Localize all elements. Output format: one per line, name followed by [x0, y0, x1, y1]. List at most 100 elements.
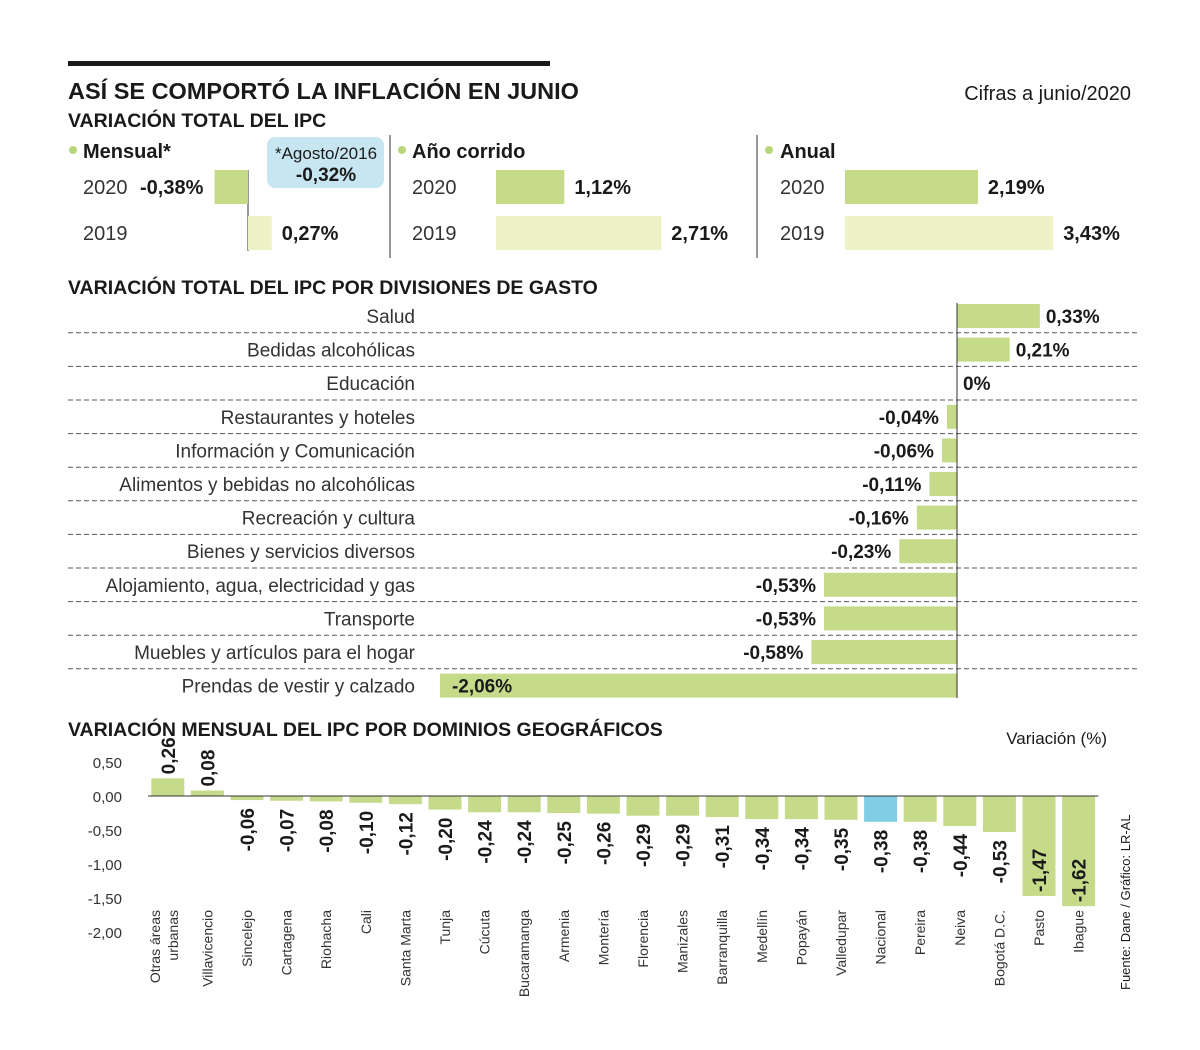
category-label: Recreación y cultura: [242, 509, 416, 530]
category-label: Bogotá D.C.: [991, 910, 1007, 986]
bar: [586, 796, 620, 814]
value-label: -0,10: [357, 811, 378, 854]
category-label: Barranquilla: [714, 910, 730, 985]
bar: [309, 796, 343, 802]
bar: [388, 796, 422, 805]
bar: [946, 404, 957, 429]
bar: [899, 539, 957, 564]
bar: [903, 796, 937, 822]
bar: [745, 796, 779, 820]
bar: [941, 438, 957, 463]
category-label: Alojamiento, agua, electricidad y gas: [106, 576, 415, 597]
category-label: Neiva: [952, 910, 968, 946]
y-tick-label: -1,50: [88, 891, 122, 908]
year-label: 2019: [83, 223, 128, 245]
category-label: Florencia: [635, 910, 651, 968]
bar: [957, 337, 1010, 362]
value-label: -0,31: [713, 825, 734, 869]
bullet-icon: [398, 146, 406, 154]
category-label: Alimentos y bebidas no alcohólicas: [119, 475, 415, 496]
category-label: Pasto: [1031, 910, 1047, 946]
mensual-label: Mensual*: [83, 141, 171, 163]
value-label: -0,06: [238, 808, 259, 851]
value-label: -0,35: [832, 827, 853, 871]
year-label: 2020: [83, 177, 128, 199]
value-label: -0,16%: [849, 509, 909, 530]
source-note: Fuente: Dane / Gráfico: LR-AL: [1118, 814, 1133, 990]
bar: [190, 790, 224, 796]
category-label: Salud: [366, 307, 415, 328]
bar: [823, 572, 957, 597]
anual-label: Anual: [780, 141, 836, 163]
value-label: -0,38: [872, 830, 893, 873]
category-label: urbanas: [165, 910, 181, 961]
value-label: 3,43%: [1063, 223, 1120, 245]
bar-anual-2019: [845, 216, 1054, 250]
category-label: Educación: [326, 374, 415, 395]
bar: [626, 796, 660, 816]
ano-corrido-label: Año corrido: [412, 141, 525, 163]
value-label: -0,04%: [879, 408, 939, 429]
callout-label: *Agosto/2016: [275, 144, 377, 163]
bar-ano_corrido-2019: [496, 216, 662, 250]
category-label: Restaurantes y hoteles: [221, 408, 415, 429]
category-label: Bedidas alcohólicas: [247, 341, 415, 362]
value-label: -2,06%: [452, 677, 512, 698]
category-label: Riohacha: [318, 910, 334, 969]
value-label: -0,12: [396, 812, 417, 855]
value-label: 0,27%: [282, 223, 339, 245]
value-label: -0,53: [990, 840, 1011, 883]
bar: [547, 796, 581, 813]
bar: [468, 796, 502, 813]
category-label: Armenia: [556, 910, 572, 962]
category-label: Villavicencio: [199, 910, 215, 987]
value-label: -1,62: [1070, 859, 1091, 902]
value-label: -0,26: [594, 822, 615, 865]
year-label: 2020: [780, 177, 825, 199]
value-label: -0,34: [753, 827, 774, 871]
geo-chart: 0,50 0,00 -0,50 -1,00 -1,50 -2,00 0,26 Otras ár…: [88, 737, 1099, 997]
value-label: -0,53%: [756, 576, 816, 597]
year-label: 2020: [412, 177, 457, 199]
category-label: Valledupar: [833, 910, 849, 976]
category-label: Bucaramanga: [516, 910, 532, 997]
category-label: Información y Comunicación: [175, 441, 415, 462]
category-label: Cali: [358, 910, 374, 934]
value-label: -0,29: [634, 824, 655, 867]
value-label: -0,11%: [862, 475, 921, 496]
bullet-icon: [69, 146, 77, 154]
bar: [439, 673, 957, 698]
divisions-chart: Salud 0,33% Bedidas alcohólicas 0,21% Educac…: [68, 303, 1140, 698]
value-label: -0,07: [278, 809, 299, 852]
bar: [666, 796, 700, 816]
y-tick-label: -1,00: [88, 857, 122, 874]
y-tick-label: -2,00: [88, 925, 122, 942]
category-label: Muebles y artículos para el hogar: [134, 643, 416, 664]
category-label: Sincelejo: [239, 910, 255, 967]
value-label: -0,20: [436, 818, 457, 861]
category-label: Prendas de vestir y calzado: [182, 677, 415, 698]
value-label: -0,58%: [743, 643, 803, 664]
bar: [1062, 796, 1096, 907]
value-label: -0,24: [476, 820, 497, 864]
value-label: -0,23%: [831, 542, 891, 563]
bar-mensual-2019: [248, 216, 272, 250]
value-label: 0%: [963, 374, 991, 395]
main-title: ASÍ SE COMPORTÓ LA INFLACIÓN EN JUNIO: [68, 77, 579, 104]
bar: [811, 640, 957, 664]
divisions-title: VARIACIÓN TOTAL DEL IPC POR DIVISIONES D…: [68, 275, 598, 299]
value-label: -0,34: [792, 827, 813, 871]
bar: [1022, 796, 1056, 896]
y-tick-label: 0,50: [93, 755, 122, 772]
bar: [230, 796, 264, 801]
category-label: Ibague: [1071, 910, 1087, 953]
value-label: -0,38%: [140, 177, 204, 199]
value-label: 0,26: [159, 737, 180, 774]
bar-anual-2020: [845, 170, 978, 204]
bar: [270, 796, 304, 801]
bar: [151, 778, 185, 796]
callout-value: -0,32%: [296, 165, 356, 186]
value-label: -0,24: [515, 820, 536, 864]
value-label: -0,06%: [874, 441, 934, 462]
